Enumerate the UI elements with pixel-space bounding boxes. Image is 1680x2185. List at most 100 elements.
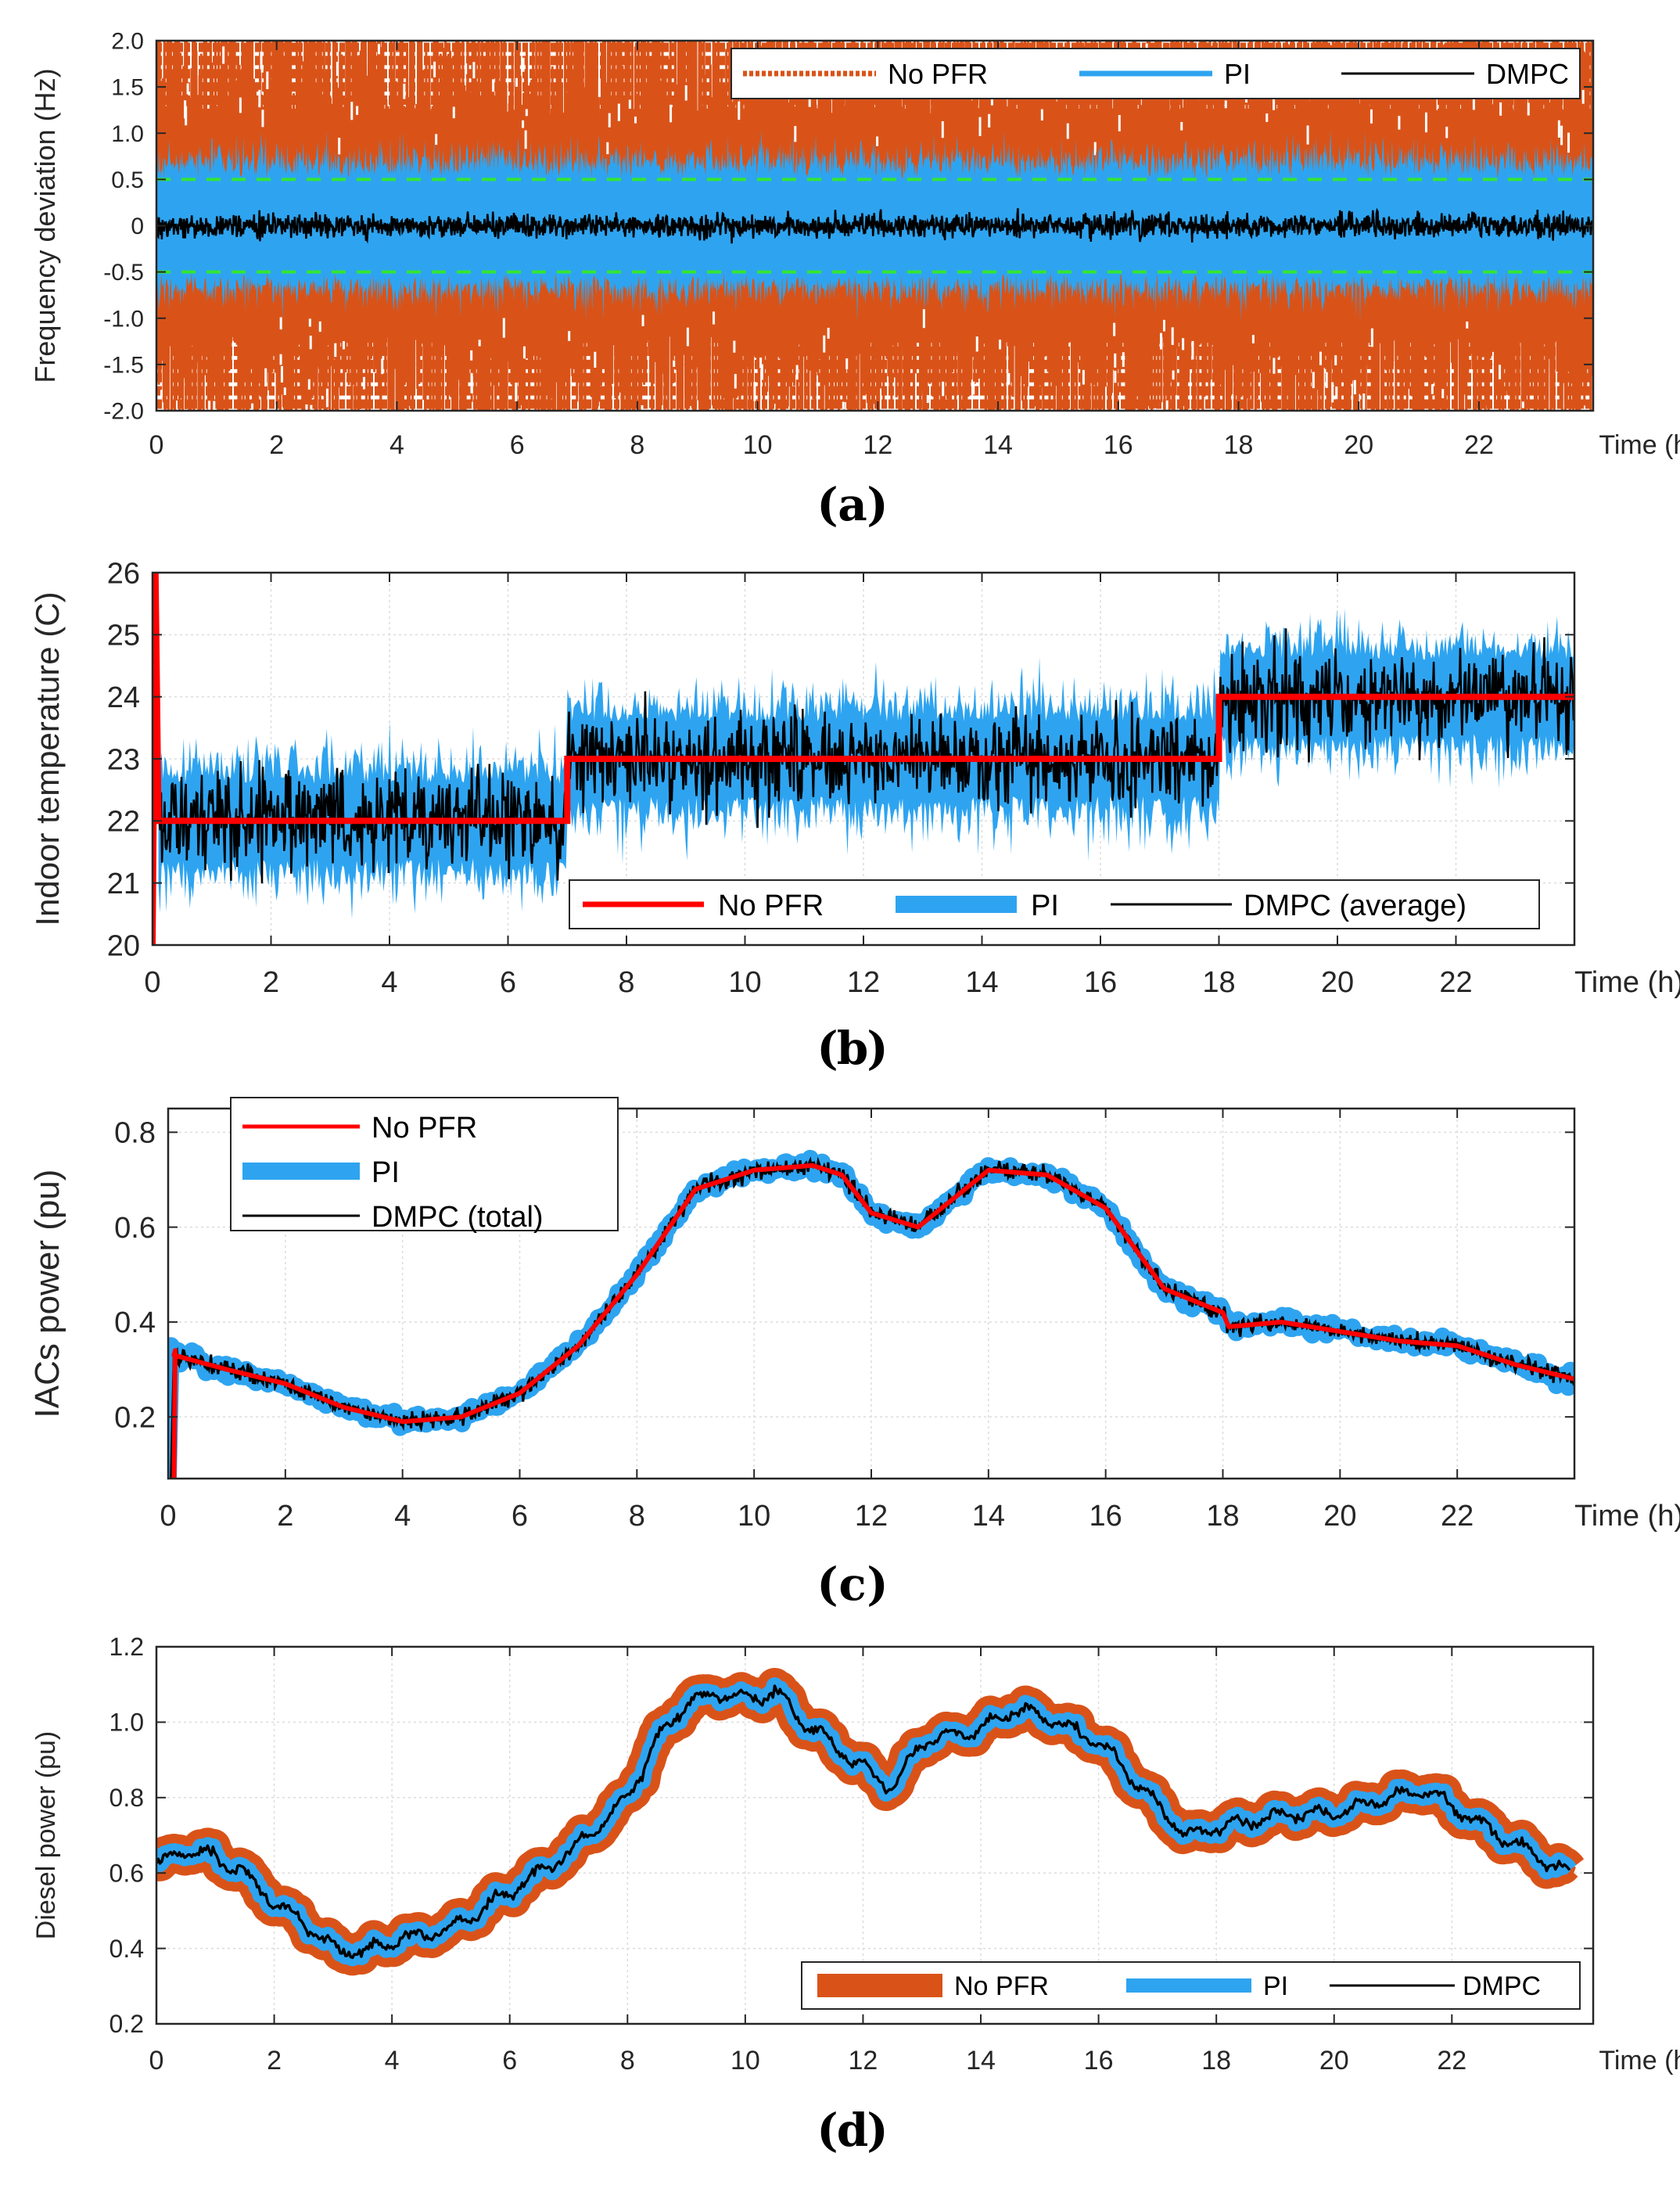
x-tick-label: 20 xyxy=(1321,966,1354,999)
gap-mark xyxy=(309,336,312,350)
gap-mark xyxy=(350,102,354,120)
gap-mark xyxy=(472,62,476,79)
gap-mark xyxy=(1331,382,1334,403)
gap-mark xyxy=(1114,353,1117,368)
y-tick-label: 20 xyxy=(107,929,140,962)
y-tick-label: 0.2 xyxy=(109,2010,144,2038)
y-axis-label: Diesel power (pu) xyxy=(31,1731,61,1939)
legend-dmpc-total-label: DMPC (total) xyxy=(372,1201,544,1234)
gap-mark xyxy=(239,97,242,113)
series-dmpc-average xyxy=(157,628,1574,884)
gap-mark xyxy=(1441,389,1445,399)
gap-mark xyxy=(478,340,481,347)
gap-mark xyxy=(1370,328,1373,347)
x-tick-label: 22 xyxy=(1441,1500,1474,1533)
gap-mark xyxy=(568,331,571,341)
y-axis-label: Indoor temperature (C) xyxy=(29,591,66,925)
gap-mark xyxy=(1369,109,1373,124)
gap-mark xyxy=(1191,340,1194,360)
gap-mark xyxy=(1224,100,1227,109)
gap-mark xyxy=(594,351,597,368)
gap-mark xyxy=(827,327,830,339)
caption-open-paren: ( xyxy=(817,1558,838,1611)
x-tick-label: 22 xyxy=(1439,966,1472,999)
gap-mark xyxy=(433,61,436,77)
x-tick-label: 20 xyxy=(1344,430,1373,460)
gap-mark xyxy=(377,44,380,55)
gap-mark xyxy=(334,343,337,358)
x-axis-label: Time (h) xyxy=(1574,1500,1680,1533)
gap-mark xyxy=(1079,409,1082,411)
gap-mark xyxy=(1093,142,1097,156)
gap-mark xyxy=(213,401,216,411)
gap-mark xyxy=(266,71,269,89)
caption-open-paren: ( xyxy=(817,478,838,531)
gap-mark xyxy=(1472,92,1475,110)
caption-close-paren: ) xyxy=(867,478,888,531)
y-tick-label: -1.0 xyxy=(103,306,144,332)
x-axis-label: Time (h) xyxy=(1599,430,1680,460)
y-tick-label: 0.2 xyxy=(114,1401,156,1434)
y-tick-label: 0.6 xyxy=(109,1859,144,1887)
gap-mark xyxy=(1445,126,1448,138)
gap-mark xyxy=(759,358,763,368)
gap-mark xyxy=(617,103,620,121)
gap-mark xyxy=(1066,123,1069,139)
gap-mark xyxy=(1180,121,1183,131)
legend-label-no-pfr: No PFR xyxy=(718,889,824,922)
gap-mark xyxy=(598,81,601,98)
gap-mark xyxy=(470,350,473,361)
series-dmpc xyxy=(156,1684,1571,1960)
x-tick-label: 16 xyxy=(1084,966,1117,999)
x-tick-label: 2 xyxy=(277,1500,293,1533)
x-tick-label: 4 xyxy=(389,430,404,460)
x-tick-label: 6 xyxy=(500,966,516,999)
gap-mark xyxy=(1334,355,1337,366)
gap-mark xyxy=(1431,384,1434,394)
x-tick-label: 14 xyxy=(983,430,1013,460)
gap-mark xyxy=(990,98,993,106)
chart-panel-d: 0 2 4 6 8 10 12 14 16 18 20 22 1.2 1.0 0.8 0.6 0.4 0.2 Tim… xyxy=(31,1633,1680,2157)
gap-mark xyxy=(279,354,282,365)
x-tick-label: 4 xyxy=(381,966,397,999)
x-tick-label: 6 xyxy=(502,2046,517,2075)
caption-close-paren: ) xyxy=(867,2104,888,2157)
x-tick-label: 14 xyxy=(972,1500,1005,1533)
gap-mark xyxy=(1165,400,1168,411)
gap-mark xyxy=(1499,365,1502,379)
gap-mark xyxy=(669,104,673,123)
x-tick-label: 22 xyxy=(1437,2046,1466,2075)
panel-caption: (d) xyxy=(817,2104,888,2157)
x-tick-label: 2 xyxy=(263,966,279,999)
legend-label-no-pfr: No PFR xyxy=(888,58,988,90)
gap-mark xyxy=(972,381,975,395)
y-tick-label: 0.6 xyxy=(114,1212,156,1245)
x-tick-label: 14 xyxy=(966,2046,996,2075)
gap-mark xyxy=(342,341,345,350)
gap-mark xyxy=(522,57,525,72)
y-tick-label: 23 xyxy=(107,743,140,776)
x-tick-label: 8 xyxy=(630,430,644,460)
gap-mark xyxy=(279,317,282,330)
legend-pi-label: PI xyxy=(372,1156,400,1189)
gap-mark xyxy=(760,364,763,380)
x-tick-label: 10 xyxy=(743,430,773,460)
series-no-pfr xyxy=(153,573,1574,945)
gap-mark xyxy=(1567,132,1571,153)
legend-label-pi: PI xyxy=(1224,58,1251,90)
x-tick-label: 18 xyxy=(1201,2046,1231,2075)
gap-mark xyxy=(1312,372,1315,389)
gap-mark xyxy=(336,61,339,77)
chart-panel-a: 0 2 4 6 8 10 12 14 16 18 20 22 2.0 1.5 1.0 0.5 0 -0.5 -1.0… xyxy=(29,29,1680,532)
gap-mark xyxy=(1114,370,1117,383)
gap-mark xyxy=(1159,332,1162,350)
x-tick-label: 8 xyxy=(629,1500,645,1533)
legend-box xyxy=(569,879,1540,929)
x-tick-label: 16 xyxy=(1104,430,1133,460)
gap-mark xyxy=(1325,372,1328,389)
legend-label-no-pfr: No PFR xyxy=(954,1971,1049,2001)
gap-mark xyxy=(280,365,283,383)
gap-mark xyxy=(1251,335,1255,343)
legend: No PFR PI DMPC xyxy=(731,48,1581,99)
panel-caption: (b) xyxy=(817,1022,888,1075)
